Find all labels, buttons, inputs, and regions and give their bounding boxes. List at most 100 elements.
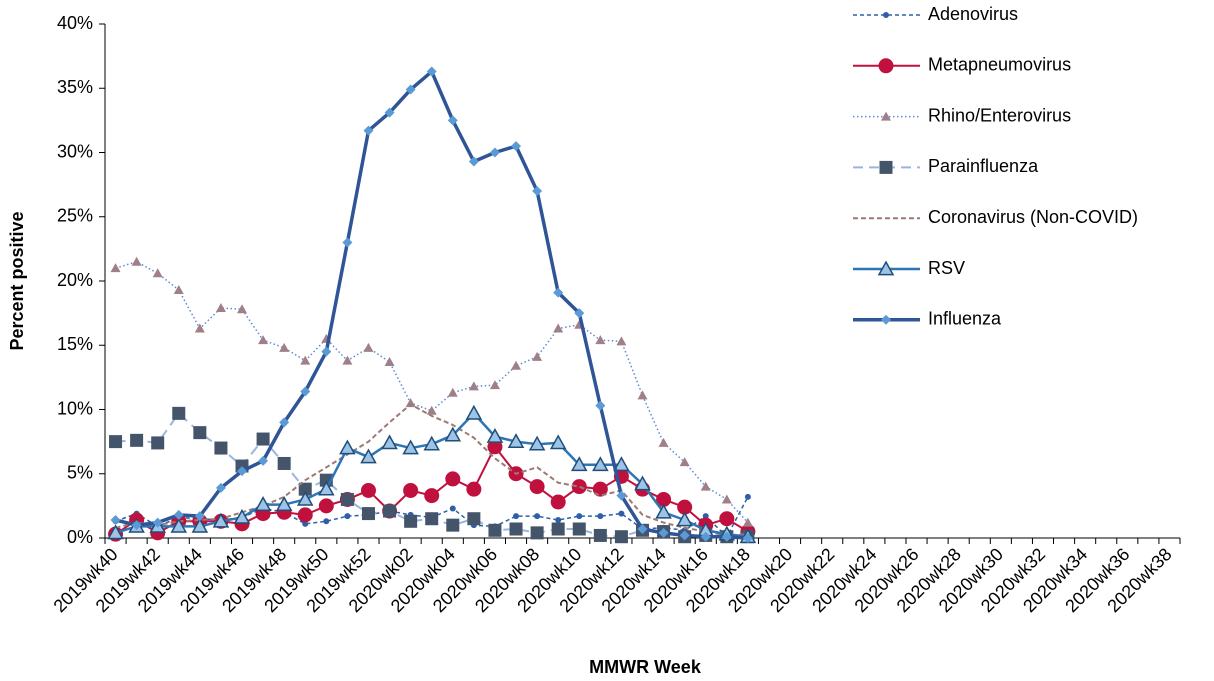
marker: [507, 433, 525, 448]
marker: [423, 435, 440, 451]
marker: [342, 355, 353, 365]
marker: [215, 302, 226, 312]
marker: [592, 481, 608, 497]
marker: [676, 511, 693, 527]
marker: [340, 492, 354, 506]
marker: [318, 498, 334, 514]
marker: [511, 141, 522, 152]
marker: [279, 417, 290, 428]
marker: [131, 256, 142, 266]
marker: [152, 268, 163, 278]
marker: [634, 475, 651, 491]
series-line: [115, 260, 749, 524]
marker: [258, 455, 269, 466]
marker: [445, 471, 461, 487]
marker: [405, 84, 416, 95]
marker: [528, 435, 546, 451]
marker: [425, 512, 439, 526]
marker: [595, 400, 606, 411]
legend-marker: [881, 111, 891, 121]
marker: [426, 66, 437, 77]
marker: [215, 482, 226, 493]
marker: [616, 336, 627, 346]
marker: [532, 186, 543, 197]
marker: [550, 494, 566, 510]
marker: [193, 426, 207, 440]
marker: [597, 513, 604, 520]
marker: [721, 494, 732, 504]
legend-marker: [883, 12, 889, 18]
marker: [719, 511, 735, 527]
marker: [551, 522, 565, 536]
series-line: [115, 69, 748, 540]
y-tick-label: 40%: [57, 13, 93, 33]
y-tick-label: 15%: [57, 334, 93, 354]
marker: [344, 513, 351, 520]
marker: [173, 284, 184, 294]
marker: [296, 490, 314, 506]
marker: [424, 488, 440, 504]
marker: [444, 426, 462, 442]
marker: [426, 405, 437, 415]
y-tick-label: 20%: [57, 270, 93, 290]
marker: [555, 517, 562, 524]
marker: [360, 448, 377, 464]
marker: [486, 427, 504, 443]
marker: [298, 482, 312, 496]
y-tick-label: 35%: [57, 77, 93, 97]
marker: [618, 510, 625, 517]
marker: [363, 125, 374, 136]
legend-marker: [877, 260, 895, 276]
marker: [467, 512, 481, 526]
marker: [679, 530, 690, 541]
marker: [534, 513, 541, 520]
marker: [574, 308, 585, 319]
legend-label: Influenza: [928, 309, 1002, 329]
marker: [466, 481, 482, 497]
legend-marker: [881, 314, 891, 325]
marker: [742, 533, 753, 543]
marker: [172, 406, 186, 420]
marker: [447, 115, 458, 126]
marker: [258, 335, 269, 345]
marker: [614, 530, 628, 544]
marker: [151, 436, 165, 450]
marker: [465, 404, 483, 420]
marker: [637, 390, 648, 400]
marker: [744, 493, 751, 500]
y-tick-label: 5%: [67, 463, 93, 483]
legend-marker: [879, 160, 893, 174]
marker: [109, 435, 123, 449]
marker: [595, 335, 606, 345]
marker: [339, 439, 356, 455]
marker: [107, 524, 124, 540]
marker: [616, 490, 627, 501]
marker: [700, 531, 711, 542]
marker: [570, 456, 588, 472]
marker: [571, 479, 587, 495]
marker: [191, 517, 209, 533]
marker: [342, 237, 353, 248]
marker: [532, 351, 543, 361]
marker: [300, 386, 311, 397]
marker: [468, 156, 479, 167]
marker: [152, 517, 163, 528]
marker: [572, 522, 586, 536]
marker: [256, 432, 270, 446]
marker: [254, 496, 272, 511]
marker: [214, 441, 228, 455]
marker: [489, 380, 500, 390]
marker: [384, 107, 395, 118]
marker: [658, 527, 669, 538]
marker: [402, 439, 419, 455]
marker: [233, 508, 251, 524]
marker: [383, 504, 397, 518]
legend-label: Rhino/Enterovirus: [928, 105, 1071, 125]
marker: [529, 479, 545, 495]
marker: [279, 342, 290, 352]
marker: [553, 323, 564, 333]
marker: [297, 507, 313, 523]
marker: [323, 518, 330, 525]
marker: [637, 524, 648, 535]
